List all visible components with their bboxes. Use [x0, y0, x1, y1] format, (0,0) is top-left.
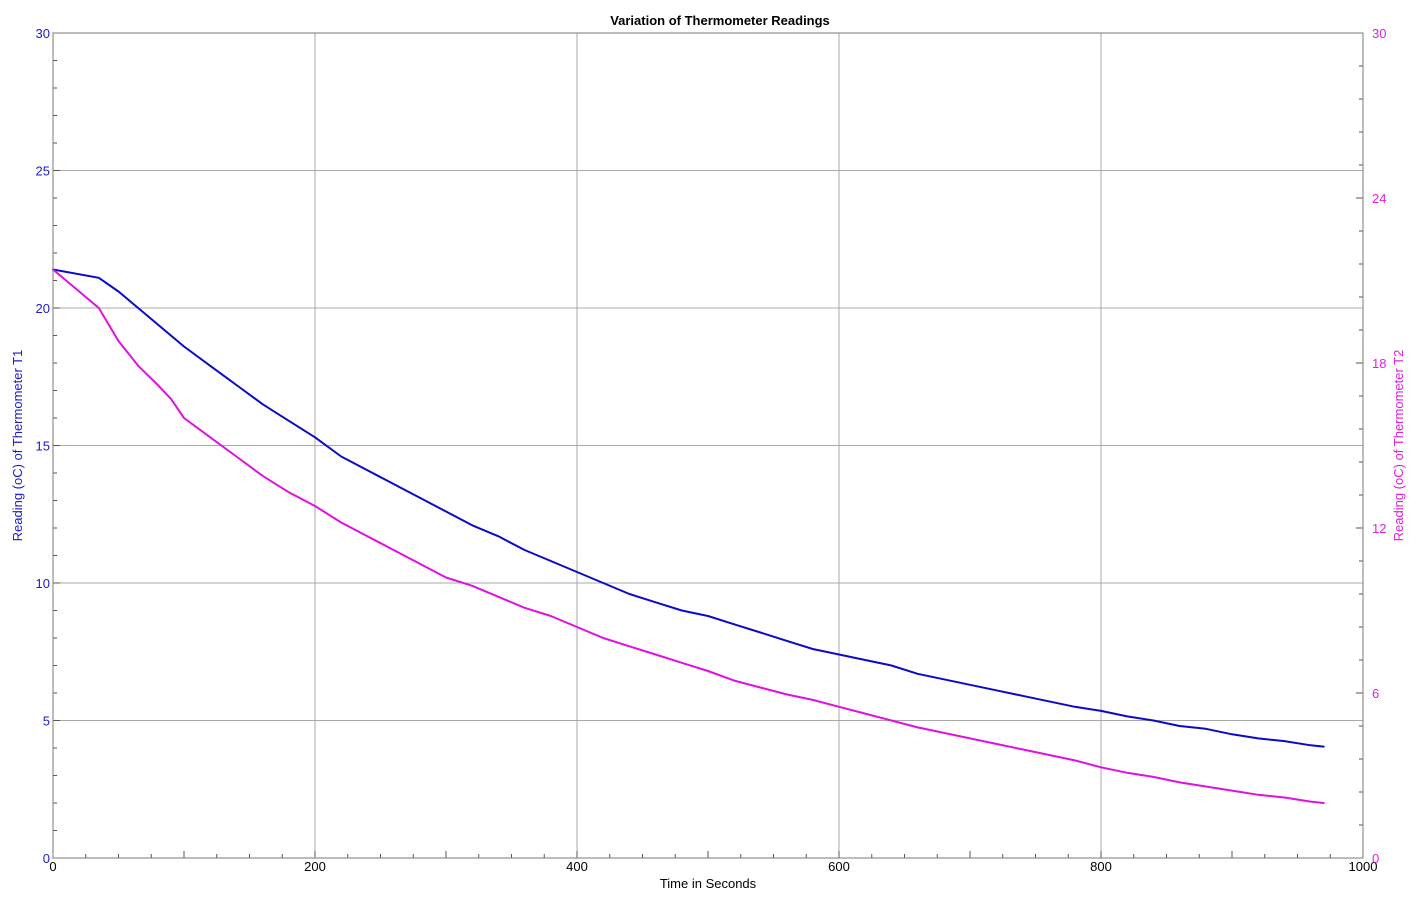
y-right-tick-label: 6	[1372, 686, 1379, 701]
x-tick-label: 200	[304, 859, 326, 874]
y-axis-right-label: Reading (oC) of Thermometer T2	[1391, 350, 1406, 542]
y-left-tick-label: 25	[36, 164, 50, 179]
y-right-tick-label: 18	[1372, 356, 1386, 371]
y-right-tick-label: 30	[1372, 26, 1386, 41]
series-line-2	[52, 268, 1325, 804]
series-line-1	[52, 268, 1325, 748]
x-tick-label: 600	[828, 859, 850, 874]
plot-frame	[52, 32, 1364, 859]
x-tick-label: 1000	[1349, 859, 1378, 874]
y-left-tick-label: 20	[36, 301, 50, 316]
y-right-tick-label: 0	[1372, 851, 1379, 866]
y-left-tick-label: 15	[36, 439, 50, 454]
x-tick-label: 400	[566, 859, 588, 874]
chart-title: Variation of Thermometer Readings	[610, 13, 830, 28]
y-left-tick-label: 5	[43, 714, 50, 729]
y-right-tick-label: 12	[1372, 521, 1386, 536]
y-left-tick-label: 30	[36, 26, 50, 41]
y-left-tick-label: 10	[36, 576, 50, 591]
y-left-tick-label: 0	[43, 851, 50, 866]
x-tick-label: 800	[1090, 859, 1112, 874]
y-right-tick-label: 24	[1372, 191, 1386, 206]
x-tick-label: 0	[49, 859, 56, 874]
y-axis-left-label: Reading (oC) of Thermometer T1	[10, 350, 25, 542]
x-axis-label: Time in Seconds	[660, 876, 757, 891]
